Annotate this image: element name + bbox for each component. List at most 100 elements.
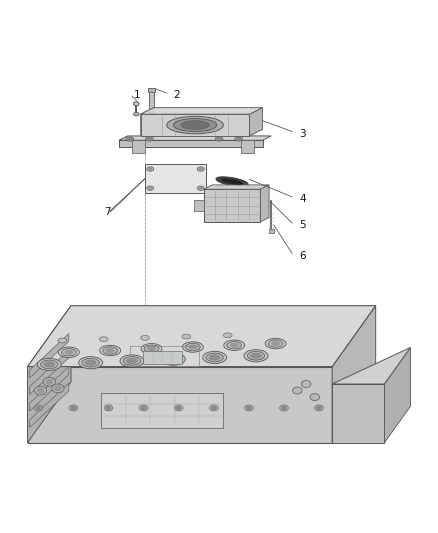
Ellipse shape [58, 347, 79, 358]
Ellipse shape [147, 167, 154, 171]
Ellipse shape [189, 345, 197, 349]
Polygon shape [119, 136, 271, 140]
Bar [143, 351, 182, 364]
Bar [149, 91, 154, 114]
Text: 5: 5 [300, 220, 306, 230]
Ellipse shape [282, 406, 286, 410]
Text: 3: 3 [300, 129, 306, 139]
Polygon shape [332, 348, 410, 384]
Polygon shape [119, 140, 262, 147]
Ellipse shape [212, 406, 216, 410]
Ellipse shape [227, 342, 242, 349]
Ellipse shape [141, 344, 162, 354]
Polygon shape [28, 305, 376, 367]
Ellipse shape [177, 406, 181, 410]
Ellipse shape [134, 112, 139, 116]
Ellipse shape [265, 338, 286, 349]
Polygon shape [141, 108, 154, 136]
Ellipse shape [141, 335, 149, 340]
Polygon shape [260, 185, 269, 222]
Ellipse shape [127, 358, 137, 364]
Ellipse shape [168, 357, 179, 362]
Ellipse shape [173, 118, 217, 132]
Ellipse shape [46, 379, 53, 384]
Ellipse shape [103, 347, 117, 354]
Polygon shape [204, 185, 269, 189]
Ellipse shape [181, 120, 209, 130]
Ellipse shape [58, 338, 67, 343]
Bar [145, 164, 206, 193]
Ellipse shape [203, 351, 226, 364]
Ellipse shape [145, 137, 153, 141]
Ellipse shape [35, 386, 47, 395]
Ellipse shape [315, 405, 323, 411]
Ellipse shape [100, 345, 120, 356]
Bar [102, 393, 223, 427]
Ellipse shape [199, 168, 202, 170]
Ellipse shape [144, 345, 159, 352]
Ellipse shape [37, 388, 44, 393]
Ellipse shape [36, 406, 41, 410]
Ellipse shape [279, 405, 288, 411]
Ellipse shape [223, 333, 232, 338]
Ellipse shape [147, 186, 154, 190]
Polygon shape [385, 348, 410, 443]
Ellipse shape [141, 406, 146, 410]
Ellipse shape [61, 349, 76, 356]
Ellipse shape [268, 340, 283, 347]
Ellipse shape [182, 334, 191, 339]
Polygon shape [332, 305, 376, 443]
Ellipse shape [37, 358, 61, 370]
Ellipse shape [197, 186, 204, 190]
Ellipse shape [244, 350, 268, 362]
Ellipse shape [120, 355, 144, 367]
Text: 4: 4 [300, 194, 306, 204]
Polygon shape [250, 108, 262, 136]
Ellipse shape [293, 387, 302, 394]
Ellipse shape [54, 386, 61, 391]
Ellipse shape [209, 405, 218, 411]
Polygon shape [28, 305, 71, 443]
Ellipse shape [197, 167, 204, 171]
Ellipse shape [147, 138, 152, 140]
Ellipse shape [148, 168, 152, 170]
Ellipse shape [71, 406, 76, 410]
Text: 2: 2 [173, 90, 180, 100]
Ellipse shape [139, 405, 148, 411]
Ellipse shape [148, 347, 155, 351]
Ellipse shape [215, 137, 223, 141]
Ellipse shape [41, 360, 58, 369]
Ellipse shape [161, 353, 185, 365]
Ellipse shape [99, 337, 108, 342]
Ellipse shape [79, 357, 102, 369]
Ellipse shape [85, 360, 96, 365]
Ellipse shape [65, 350, 73, 354]
Polygon shape [28, 367, 332, 443]
Ellipse shape [251, 353, 261, 358]
Ellipse shape [230, 343, 238, 347]
Bar [268, 229, 274, 232]
Ellipse shape [185, 343, 200, 351]
Ellipse shape [174, 405, 183, 411]
Ellipse shape [301, 381, 311, 387]
Bar [194, 200, 204, 211]
Polygon shape [332, 384, 385, 443]
Polygon shape [141, 114, 250, 136]
Polygon shape [30, 367, 69, 411]
Polygon shape [30, 350, 69, 394]
Polygon shape [30, 383, 69, 427]
Ellipse shape [104, 405, 113, 411]
Polygon shape [132, 140, 145, 154]
Ellipse shape [216, 177, 248, 187]
Ellipse shape [82, 358, 99, 367]
Text: 6: 6 [300, 251, 306, 261]
Bar [204, 189, 260, 222]
Ellipse shape [199, 187, 202, 189]
Text: 1: 1 [134, 90, 141, 100]
Bar [130, 346, 199, 366]
Text: 7: 7 [104, 207, 110, 217]
Ellipse shape [43, 377, 55, 386]
Ellipse shape [106, 349, 114, 352]
Ellipse shape [126, 137, 134, 141]
Ellipse shape [127, 138, 132, 140]
